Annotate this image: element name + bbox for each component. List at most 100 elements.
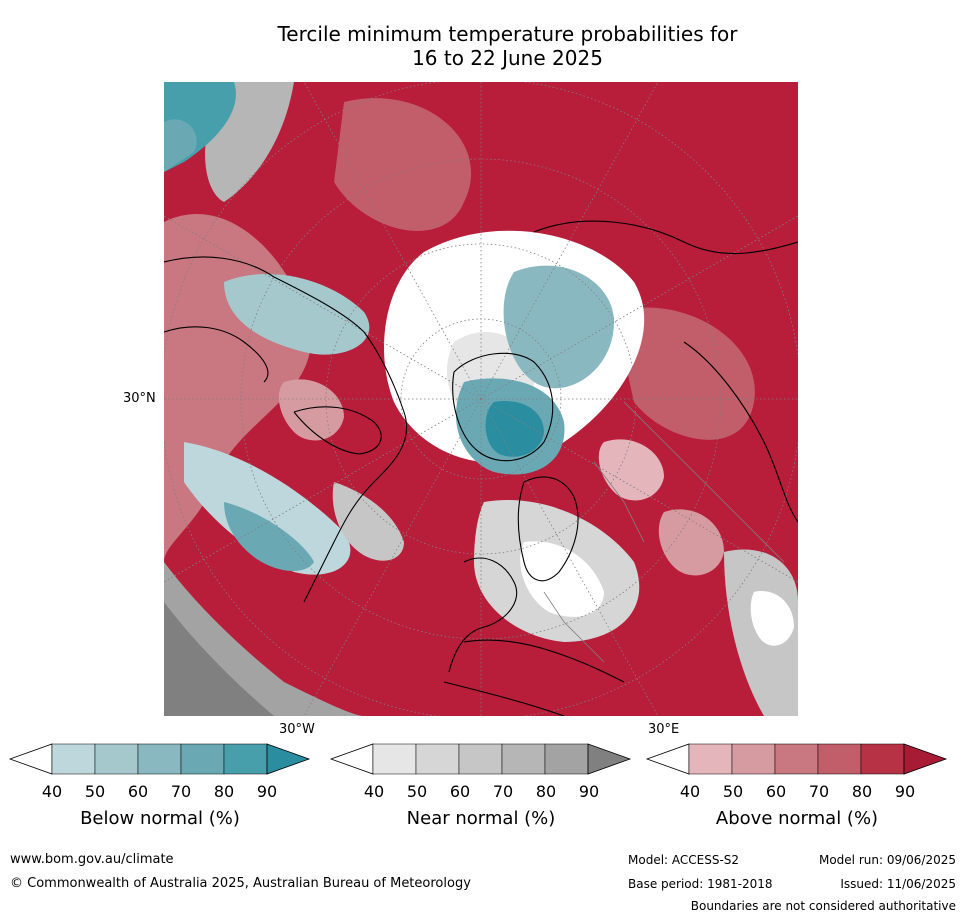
border-russia bbox=[593, 461, 645, 543]
colorbar-swatch bbox=[688, 743, 733, 775]
near-normal-europe-white bbox=[520, 541, 604, 617]
colorbar-swatch bbox=[137, 743, 182, 775]
colorbar-swatch bbox=[817, 743, 862, 775]
meridian-120w bbox=[164, 215, 482, 400]
meridian-30e bbox=[480, 398, 659, 716]
colorbar-swatch bbox=[372, 743, 417, 775]
colorbar-below-label: Below normal (%) bbox=[80, 808, 240, 829]
probability-map bbox=[164, 82, 798, 716]
tick-label: 40 bbox=[679, 782, 701, 801]
coast-mediterranean bbox=[463, 639, 625, 683]
coastlines bbox=[164, 220, 798, 716]
below-normal-na-core bbox=[224, 502, 314, 572]
colorbar-swatch bbox=[51, 743, 96, 775]
graticule bbox=[164, 82, 798, 716]
below-normal-canada bbox=[224, 273, 370, 355]
colorbar-swatch bbox=[180, 743, 225, 775]
above-band-mid bbox=[334, 98, 472, 231]
country-borders bbox=[543, 401, 785, 663]
colorbar-swatch bbox=[458, 743, 503, 775]
border-europe bbox=[543, 591, 605, 663]
coast-scandinavia bbox=[517, 476, 579, 582]
tick-label: 70 bbox=[808, 782, 830, 801]
colorbar-swatch bbox=[774, 743, 819, 775]
coast-canada-arctic bbox=[293, 406, 382, 455]
tick-label: 80 bbox=[535, 782, 557, 801]
above-light-patch-1 bbox=[598, 439, 664, 501]
model-run-text: Model run: 09/06/2025 bbox=[818, 853, 956, 867]
meridian-150e bbox=[480, 82, 659, 400]
tick-label: 50 bbox=[406, 782, 428, 801]
colorbar-near-swatches bbox=[329, 743, 632, 775]
coast-east-asia bbox=[683, 341, 798, 523]
colorbar-swatch bbox=[94, 743, 139, 775]
colorbar-swatch bbox=[501, 743, 546, 775]
colorbar-lower-extend bbox=[329, 743, 374, 775]
base-period-text: Base period: 1981-2018 bbox=[628, 877, 773, 891]
colorbar-swatch bbox=[860, 743, 905, 775]
coast-europe bbox=[448, 557, 518, 673]
colorbar-below bbox=[8, 743, 311, 778]
coast-north-america bbox=[164, 256, 408, 603]
title-line-1: Tercile minimum temperature probabilitie… bbox=[277, 22, 738, 46]
title-line-2: 16 to 22 June 2025 bbox=[412, 46, 603, 70]
map-title: Tercile minimum temperature probabilitie… bbox=[0, 22, 965, 70]
tick-label: 50 bbox=[84, 782, 106, 801]
website-link[interactable]: www.bom.gov.au/climate bbox=[10, 852, 174, 867]
tick-label: 90 bbox=[578, 782, 600, 801]
tick-label: 40 bbox=[363, 782, 385, 801]
colorbar-upper-extend bbox=[903, 743, 948, 775]
coast-siberia bbox=[533, 220, 798, 255]
near-normal-east-asia-white bbox=[750, 591, 794, 646]
near-normal-atlantic bbox=[332, 482, 404, 561]
tick-label: 80 bbox=[213, 782, 235, 801]
colorbar-swatch bbox=[415, 743, 460, 775]
meridian-60w bbox=[164, 398, 482, 583]
issued-text: Issued: 11/06/2025 bbox=[840, 877, 956, 891]
below-normal-greenland-core bbox=[485, 401, 544, 457]
below-normal-russia bbox=[503, 265, 614, 389]
below-normal-nw-edge bbox=[164, 119, 197, 172]
colorbar-above bbox=[645, 743, 948, 778]
meridian-30w bbox=[303, 398, 482, 716]
meridian-120e bbox=[480, 215, 798, 400]
coast-africa bbox=[443, 681, 565, 716]
meridian-60e bbox=[480, 398, 798, 583]
colorbar-swatch bbox=[731, 743, 776, 775]
meridian-150w bbox=[303, 82, 482, 400]
colorbar-near bbox=[329, 743, 632, 778]
tick-label: 60 bbox=[127, 782, 149, 801]
colorbar-lower-extend bbox=[8, 743, 53, 775]
colorbar-lower-extend bbox=[645, 743, 690, 775]
near-normal-sw-dark bbox=[164, 602, 274, 716]
colorbar-below-swatches bbox=[8, 743, 311, 775]
disclaimer-text: Boundaries are not considered authoritat… bbox=[690, 899, 956, 913]
tick-label: 90 bbox=[256, 782, 278, 801]
border-asia bbox=[623, 401, 785, 563]
colorbar-above-swatches bbox=[645, 743, 948, 775]
colorbar-above-label: Above normal (%) bbox=[715, 808, 879, 829]
tick-label: 70 bbox=[170, 782, 192, 801]
longitude-label-30e: 30°E bbox=[648, 722, 680, 737]
tick-label: 70 bbox=[492, 782, 514, 801]
tick-label: 60 bbox=[765, 782, 787, 801]
colorbar-upper-extend bbox=[587, 743, 632, 775]
tick-label: 50 bbox=[722, 782, 744, 801]
colorbar-near-label: Near normal (%) bbox=[406, 808, 556, 829]
colorbar-upper-extend bbox=[266, 743, 311, 775]
tick-label: 80 bbox=[851, 782, 873, 801]
longitude-label-30w: 30°W bbox=[279, 722, 315, 737]
above-light-patch-2 bbox=[658, 509, 724, 576]
model-text: Model: ACCESS-S2 bbox=[628, 853, 740, 867]
above-band-east bbox=[614, 307, 755, 440]
above-light-patch-3 bbox=[278, 379, 344, 441]
tick-label: 90 bbox=[894, 782, 916, 801]
copyright-text: © Commonwealth of Australia 2025, Austra… bbox=[10, 876, 471, 891]
tick-label: 40 bbox=[41, 782, 63, 801]
colorbar-swatch bbox=[223, 743, 268, 775]
coast-alaska bbox=[164, 326, 269, 383]
coast-greenland bbox=[452, 352, 554, 462]
tick-label: 60 bbox=[449, 782, 471, 801]
colorbar-swatch bbox=[544, 743, 589, 775]
latitude-label-30n: 30°N bbox=[123, 391, 156, 406]
